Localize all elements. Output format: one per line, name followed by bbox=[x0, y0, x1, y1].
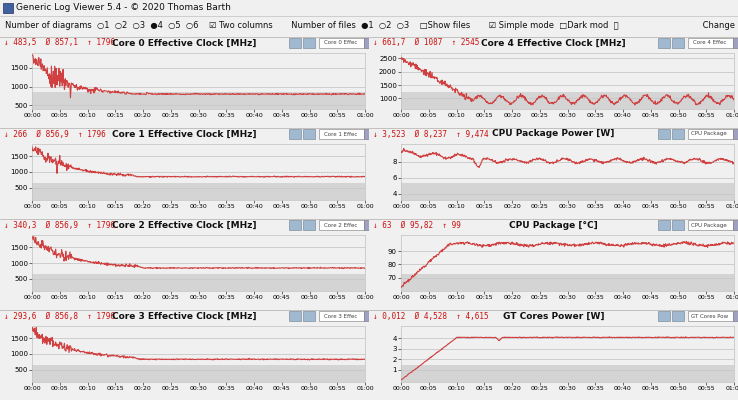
Text: Core 0 Effec: Core 0 Effec bbox=[324, 40, 358, 46]
Bar bbox=[303, 38, 315, 48]
Text: Core 4 Effective Clock [MHz]: Core 4 Effective Clock [MHz] bbox=[481, 38, 626, 48]
Text: Core 2 Effec: Core 2 Effec bbox=[324, 222, 358, 228]
Text: GT Cores Power [W]: GT Cores Power [W] bbox=[503, 312, 604, 320]
Text: CPU Package: CPU Package bbox=[692, 222, 728, 228]
Text: Core 3 Effec: Core 3 Effec bbox=[324, 314, 358, 318]
Bar bbox=[733, 129, 738, 139]
Bar bbox=[658, 129, 670, 139]
Bar bbox=[733, 38, 738, 48]
Bar bbox=[401, 183, 734, 200]
Text: Core 2 Effective Clock [MHz]: Core 2 Effective Clock [MHz] bbox=[112, 220, 257, 230]
Text: Generic Log Viewer 5.4 - © 2020 Thomas Barth: Generic Log Viewer 5.4 - © 2020 Thomas B… bbox=[16, 4, 231, 12]
Bar bbox=[733, 220, 738, 230]
Text: ↓ 0,012  Ø 4,528  ↑ 4,615: ↓ 0,012 Ø 4,528 ↑ 4,615 bbox=[373, 312, 489, 320]
Bar bbox=[319, 220, 364, 230]
Bar bbox=[289, 311, 301, 321]
Bar bbox=[32, 365, 365, 382]
Bar bbox=[672, 311, 684, 321]
Text: GT Cores Pow: GT Cores Pow bbox=[692, 314, 728, 318]
Bar bbox=[32, 274, 365, 291]
Bar bbox=[672, 129, 684, 139]
Text: CPU Package: CPU Package bbox=[692, 132, 728, 136]
Text: Core 4 Effec: Core 4 Effec bbox=[693, 40, 727, 46]
Text: CPU Package [°C]: CPU Package [°C] bbox=[509, 220, 598, 230]
Bar bbox=[688, 311, 733, 321]
Bar bbox=[658, 38, 670, 48]
Text: Core 1 Effec: Core 1 Effec bbox=[324, 132, 358, 136]
Text: ↓ 293,6  Ø 856,8  ↑ 1796: ↓ 293,6 Ø 856,8 ↑ 1796 bbox=[4, 312, 115, 320]
Bar bbox=[364, 220, 372, 230]
Text: Number of diagrams  ○1  ○2  ○3  ●4  ○5  ○6    ☑ Two columns       Number of file: Number of diagrams ○1 ○2 ○3 ●4 ○5 ○6 ☑ T… bbox=[5, 22, 738, 30]
Text: ↓ 483,5  Ø 857,1  ↑ 1796: ↓ 483,5 Ø 857,1 ↑ 1796 bbox=[4, 38, 115, 48]
Bar bbox=[364, 38, 372, 48]
Text: ↓ 340,3  Ø 856,9  ↑ 1796: ↓ 340,3 Ø 856,9 ↑ 1796 bbox=[4, 220, 115, 230]
Bar bbox=[672, 220, 684, 230]
Bar bbox=[303, 129, 315, 139]
Bar bbox=[688, 220, 733, 230]
Bar bbox=[688, 38, 733, 48]
Bar bbox=[658, 311, 670, 321]
Text: ↓ 266  Ø 856,9  ↑ 1796: ↓ 266 Ø 856,9 ↑ 1796 bbox=[4, 130, 106, 138]
Bar bbox=[401, 274, 734, 291]
Text: ↓ 63  Ø 95,82  ↑ 99: ↓ 63 Ø 95,82 ↑ 99 bbox=[373, 220, 461, 230]
Bar bbox=[289, 38, 301, 48]
Text: ↓ 3,523  Ø 8,237  ↑ 9,474: ↓ 3,523 Ø 8,237 ↑ 9,474 bbox=[373, 130, 489, 138]
Bar bbox=[319, 38, 364, 48]
Text: ↓ 661,7  Ø 1087  ↑ 2545: ↓ 661,7 Ø 1087 ↑ 2545 bbox=[373, 38, 480, 48]
Bar bbox=[303, 220, 315, 230]
Bar bbox=[32, 92, 365, 109]
Bar bbox=[672, 38, 684, 48]
Bar bbox=[364, 129, 372, 139]
Bar bbox=[289, 129, 301, 139]
Bar bbox=[319, 311, 364, 321]
Bar bbox=[319, 129, 364, 139]
Bar bbox=[364, 311, 372, 321]
Bar bbox=[401, 365, 734, 382]
Text: Core 3 Effective Clock [MHz]: Core 3 Effective Clock [MHz] bbox=[112, 312, 257, 320]
Bar bbox=[658, 220, 670, 230]
Text: Core 1 Effective Clock [MHz]: Core 1 Effective Clock [MHz] bbox=[112, 130, 257, 138]
Bar bbox=[401, 92, 734, 109]
Bar bbox=[303, 311, 315, 321]
Bar bbox=[3, 3, 13, 13]
Text: CPU Package Power [W]: CPU Package Power [W] bbox=[492, 130, 615, 138]
Text: Core 0 Effective Clock [MHz]: Core 0 Effective Clock [MHz] bbox=[112, 38, 257, 48]
Bar bbox=[289, 220, 301, 230]
Bar bbox=[688, 129, 733, 139]
Bar bbox=[32, 183, 365, 200]
Bar bbox=[733, 311, 738, 321]
